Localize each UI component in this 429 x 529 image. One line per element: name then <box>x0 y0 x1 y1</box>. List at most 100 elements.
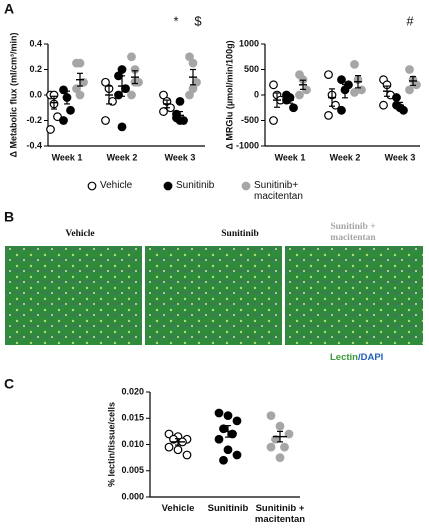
data-point <box>159 107 168 116</box>
data-point <box>114 90 123 100</box>
data-point <box>164 442 174 452</box>
data-point <box>188 58 198 68</box>
x-tick-label: Week 1 <box>52 152 83 162</box>
x-tick-label: Week 2 <box>107 152 138 162</box>
x-tick-label: Sunitinib <box>207 503 249 514</box>
data-point <box>275 421 285 431</box>
data-point <box>66 105 75 115</box>
data-point <box>223 445 233 455</box>
data-point <box>232 416 242 426</box>
data-point <box>350 60 359 69</box>
data-point <box>46 125 55 134</box>
panel-label: B <box>4 209 14 225</box>
data-point <box>175 96 185 106</box>
image-label: Sunitinib + macitentan <box>330 222 376 243</box>
data-point <box>127 52 136 62</box>
stain-label: Lectin/DAPI <box>330 352 383 363</box>
data-point <box>269 116 278 125</box>
legend-marker <box>163 181 173 191</box>
data-point <box>271 434 280 444</box>
y-tick-label: 0.010 <box>121 439 144 449</box>
legend-label: Sunitinib <box>176 180 215 191</box>
x-tick-label: Vehicle <box>161 503 195 514</box>
stain-lectin: Lectin <box>330 352 358 363</box>
data-point <box>269 80 278 90</box>
data-point <box>219 455 228 465</box>
y-tick-label: 0.020 <box>121 386 144 396</box>
data-point <box>75 90 85 100</box>
data-point <box>280 442 289 452</box>
y-axis-label: Δ MRGlu (µmol/min/100g) <box>224 40 234 149</box>
data-point <box>101 116 110 125</box>
y-tick-label: -1000 <box>236 140 259 150</box>
data-point <box>219 424 228 434</box>
data-point <box>289 103 298 113</box>
stain-dapi: /DAPI <box>358 352 383 363</box>
data-point <box>75 58 85 68</box>
data-point <box>405 65 414 74</box>
y-axis-label: % lectin/tissue/cells <box>106 402 116 487</box>
micrograph <box>145 246 282 345</box>
y-tick-label: 0 <box>254 89 259 99</box>
data-point <box>392 93 401 102</box>
data-point <box>405 85 414 95</box>
y-axis-label: Δ Metabolic flux (ml/cm³/min) <box>8 33 18 158</box>
y-tick-label: -0.2 <box>26 115 42 125</box>
data-point <box>379 100 388 110</box>
y-tick-label: 0.000 <box>121 491 144 501</box>
y-tick-label: 0.015 <box>121 413 144 423</box>
image-label: Sunitinib <box>221 229 259 239</box>
data-point <box>232 450 242 460</box>
annotation: * <box>173 13 178 28</box>
micrograph <box>5 246 142 345</box>
data-point <box>324 110 333 120</box>
y-tick-label: 500 <box>244 64 259 74</box>
data-point <box>284 429 294 439</box>
data-point <box>59 116 68 125</box>
data-point <box>182 450 192 460</box>
data-point <box>59 85 68 95</box>
legend-marker <box>241 181 251 191</box>
panel-label: C <box>4 376 14 392</box>
data-point <box>173 445 183 455</box>
data-point <box>266 411 276 421</box>
data-point <box>337 75 346 85</box>
y-tick-label: -0.4 <box>26 140 42 150</box>
data-point <box>223 411 233 421</box>
y-tick-label: 0.2 <box>29 64 42 74</box>
legend-label: Sunitinib+ macitentan <box>254 180 303 202</box>
x-tick-label: Sunitinib + macitentan <box>254 503 306 525</box>
data-point <box>117 122 127 132</box>
data-point <box>53 112 62 122</box>
data-point <box>127 90 136 100</box>
y-tick-label: 0.4 <box>29 38 42 48</box>
data-point <box>266 442 276 452</box>
data-point <box>275 453 285 463</box>
image-label: Vehicle <box>65 229 95 239</box>
y-tick-label: 0.0 <box>29 89 42 99</box>
annotation: # <box>406 13 414 28</box>
y-tick-label: 0.005 <box>121 465 144 475</box>
data-point <box>117 65 127 74</box>
x-tick-label: Week 3 <box>165 152 196 162</box>
x-tick-label: Week 3 <box>385 152 416 162</box>
data-point <box>350 88 359 97</box>
annotation: $ <box>194 13 202 28</box>
micrograph <box>285 246 423 345</box>
data-point <box>228 429 237 439</box>
legend-marker <box>87 181 97 191</box>
y-tick-label: -500 <box>241 115 259 125</box>
panel-label: A <box>4 1 14 17</box>
data-point <box>214 434 224 444</box>
data-point <box>214 408 224 418</box>
legend-label: Vehicle <box>100 180 133 191</box>
x-tick-label: Week 2 <box>330 152 361 162</box>
x-tick-label: Week 1 <box>275 152 306 162</box>
data-point <box>324 70 333 79</box>
data-point <box>295 90 304 100</box>
data-point <box>337 105 346 115</box>
data-point <box>188 84 198 94</box>
y-tick-label: 1000 <box>239 38 259 48</box>
